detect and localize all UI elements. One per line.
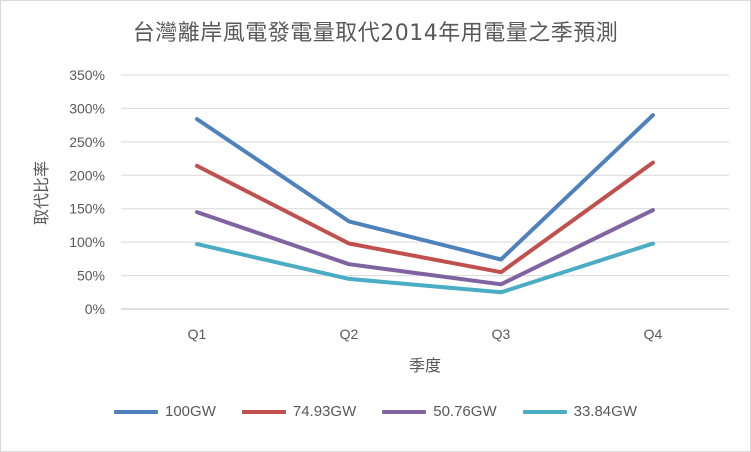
y-tick-label: 50% [77,268,105,284]
legend-swatch [382,409,427,414]
y-tick-labels: 0% 50% 100% 150% 200% 250% 300% 350% [69,67,105,317]
legend-item: 100GW [114,403,216,420]
x-tick-label: Q3 [492,326,511,342]
legend-item: 50.76GW [382,403,497,420]
legend-label: 100GW [165,403,216,420]
x-tick-labels: Q1 Q2 Q3 Q4 [188,326,663,342]
chart-title: 台灣離岸風電發電量取代2014年用電量之季預測 [132,21,619,46]
y-tick-label: 150% [69,201,105,217]
legend-label: 33.84GW [573,403,637,420]
x-tick-label: Q1 [188,326,207,342]
series-lines [195,113,655,295]
series-line [195,208,655,287]
y-tick-label: 300% [69,100,105,116]
x-axis-title: 季度 [409,356,441,375]
y-tick-label: 200% [69,167,105,183]
legend-item: 74.93GW [241,403,357,420]
y-tick-label: 100% [69,234,105,250]
chart-legend: 100GW 74.93GW 50.76GW 33.84GW [1,403,750,420]
y-tick-label: 250% [69,134,105,150]
y-tick-label: 350% [69,67,105,83]
legend-item: 33.84GW [522,403,637,420]
y-tick-label: 0% [85,301,105,317]
series-line [195,241,655,295]
x-tick-label: Q4 [644,326,663,342]
x-tick-label: Q2 [340,326,359,342]
legend-swatch [241,409,286,414]
y-axis-title: 取代比率 [32,161,51,225]
legend-swatch [114,409,158,414]
series-line [195,113,655,262]
series-line [195,160,655,275]
legend-label: 50.76GW [433,403,497,420]
legend-label: 74.93GW [292,403,357,420]
legend-swatch [522,409,567,414]
